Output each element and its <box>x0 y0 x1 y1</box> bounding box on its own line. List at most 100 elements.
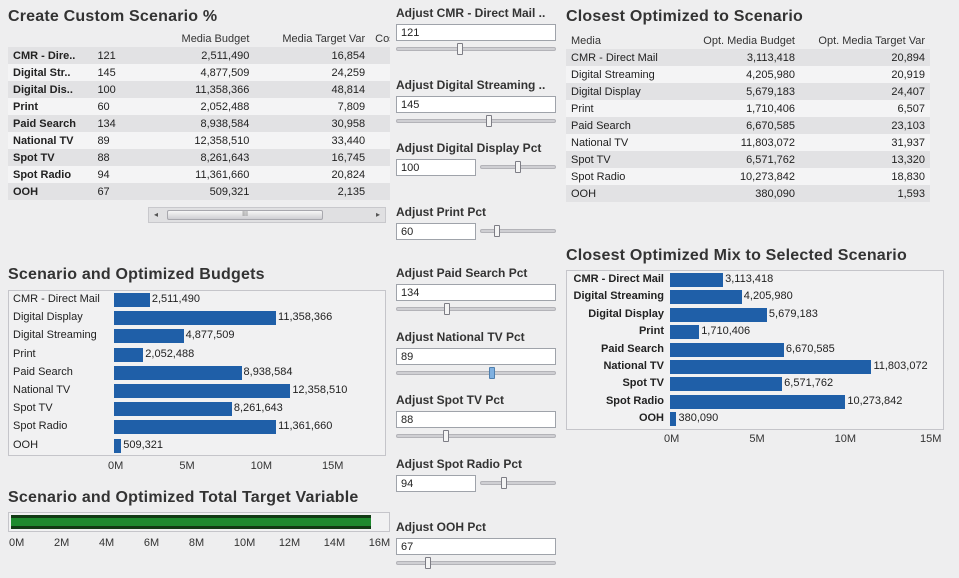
bar <box>670 290 742 305</box>
pct-cell: 89 <box>92 132 139 149</box>
axis-tick-label: 6M <box>143 537 160 549</box>
scroll-right-icon[interactable]: ▸ <box>375 210 380 219</box>
param-slider-track[interactable] <box>396 307 556 311</box>
target-cell: 48,814 <box>254 81 371 98</box>
table-row: Spot Radio 10,273,842 18,830 <box>566 168 930 185</box>
param-label: Adjust CMR - Direct Mail .. <box>396 6 546 20</box>
param-slider-track[interactable] <box>396 434 556 438</box>
header-opt-media-target-var: Opt. Media Target Var <box>818 34 925 47</box>
param-slider-thumb[interactable] <box>444 303 451 315</box>
param-input[interactable] <box>396 348 556 365</box>
param-slider-track[interactable] <box>396 561 556 565</box>
media-cell: Spot Radio <box>566 168 676 185</box>
table-row: Print 1,710,406 6,507 <box>566 100 930 117</box>
param-group: Adjust National TV Pct <box>396 330 558 388</box>
bar <box>114 329 184 344</box>
param-input[interactable] <box>396 411 556 428</box>
param-input[interactable] <box>396 24 556 41</box>
category-label: Digital Display <box>13 311 83 324</box>
param-slider-thumb[interactable] <box>489 367 495 379</box>
budget-cell: 6,670,585 <box>676 117 800 134</box>
axis-tick-label: 14M <box>323 537 346 549</box>
param-group: Adjust Digital Streaming .. <box>396 78 558 136</box>
budget-cell: 5,679,183 <box>676 83 800 100</box>
cost-cell <box>370 132 390 149</box>
pct-cell: 100 <box>92 81 139 98</box>
closest-mix-title: Closest Optimized Mix to Selected Scenar… <box>566 247 907 264</box>
bar <box>114 365 242 380</box>
table-row: Spot TV 88 8,261,643 16,745 <box>8 149 390 166</box>
scenario-budgets-title: Scenario and Optimized Budgets <box>8 266 265 283</box>
axis-tick-label: 0M <box>108 460 124 472</box>
media-cell: Spot TV <box>566 151 676 168</box>
custom-scenario-hscrollbar[interactable]: ◂ III ▸ <box>148 207 386 223</box>
budget-cell: 6,571,762 <box>676 151 800 168</box>
scroll-thumb[interactable]: III <box>167 210 323 220</box>
axis-tick-label: 8M <box>188 537 205 549</box>
table-row: Print 60 2,052,488 7,809 <box>8 98 390 115</box>
category-label: National TV <box>13 384 71 396</box>
target-cell: 30,958 <box>254 115 371 132</box>
axis-tick-label: 10M <box>834 433 857 445</box>
category-label: Spot TV <box>13 402 53 415</box>
header-opt-media-budget: Opt. Media Budget <box>703 34 795 47</box>
param-slider-track[interactable] <box>396 47 556 51</box>
target-cell: 6,507 <box>800 100 930 117</box>
custom-scenario-body: CMR - Dire.. 121 2,511,490 16,854 Digital St… <box>8 47 390 200</box>
bar <box>670 377 783 392</box>
header-media: Media <box>571 34 601 47</box>
param-slider-thumb[interactable] <box>425 557 431 569</box>
param-slider-thumb[interactable] <box>485 115 492 127</box>
param-slider-thumb[interactable] <box>457 43 463 55</box>
cost-cell <box>370 98 390 115</box>
param-input[interactable] <box>396 538 556 555</box>
cost-cell <box>370 149 390 166</box>
param-slider-track[interactable] <box>396 371 556 375</box>
table-row: Paid Search 134 8,938,584 30,958 <box>8 115 390 132</box>
param-slider-track[interactable] <box>396 119 556 123</box>
param-input[interactable] <box>396 159 476 176</box>
budget-cell: 3,113,418 <box>676 49 800 66</box>
target-cell: 24,407 <box>800 83 930 100</box>
param-input[interactable] <box>396 475 476 492</box>
category-label: Spot Radio <box>13 420 68 433</box>
axis-tick-label: 16M <box>368 537 391 549</box>
param-input[interactable] <box>396 284 556 301</box>
param-input[interactable] <box>396 96 556 113</box>
closest-optimized-table: Media Opt. Media Budget Opt. Media Targe… <box>566 32 930 202</box>
bar-value-label: 2,511,490 <box>151 293 200 305</box>
scroll-left-icon[interactable]: ◂ <box>153 210 158 219</box>
param-input[interactable] <box>396 223 476 240</box>
budget-cell: 2,511,490 <box>138 47 255 64</box>
param-slider-thumb[interactable] <box>442 430 449 442</box>
bar-value-label: 11,803,072 <box>873 360 928 372</box>
table-row: OOH 67 509,321 2,135 <box>8 183 390 200</box>
media-cell: Spot Radio <box>8 166 93 183</box>
budget-cell: 509,321 <box>138 183 255 200</box>
table-row: Digital Str.. 145 4,877,509 24,259 <box>8 64 390 81</box>
media-cell: National TV <box>566 134 676 151</box>
axis-tick-label: 4M <box>98 537 115 549</box>
media-cell: CMR - Direct Mail <box>566 49 676 66</box>
param-slider-thumb[interactable] <box>493 225 500 237</box>
scenario-budgets-chart: CMR - Direct Mail 2,511,490 Digital Displa… <box>8 290 388 480</box>
total-target-chart: 0M 2M 4M 6M 8M 10M 12M 14M 16M <box>8 512 390 557</box>
target-cell: 1,593 <box>800 185 930 202</box>
media-cell: Digital Str.. <box>8 64 93 81</box>
category-label: OOH <box>13 438 39 451</box>
bar <box>114 293 150 307</box>
target-cell: 24,259 <box>254 64 371 81</box>
param-slider-thumb[interactable] <box>515 161 521 173</box>
media-cell: Digital Streaming <box>566 66 676 83</box>
target-cell: 20,824 <box>254 166 371 183</box>
param-slider-track[interactable] <box>480 481 556 485</box>
media-cell: Digital Dis.. <box>8 81 93 98</box>
param-slider-thumb[interactable] <box>500 477 507 489</box>
param-slider-track[interactable] <box>480 229 556 233</box>
category-label: Paid Search <box>601 342 664 355</box>
closest-optimized-title: Closest Optimized to Scenario <box>566 8 803 25</box>
media-cell: Print <box>8 98 93 115</box>
table-row: National TV 89 12,358,510 33,440 <box>8 132 390 149</box>
bar-value-label: 6,670,585 <box>785 342 835 355</box>
target-cell: 13,320 <box>800 151 930 168</box>
